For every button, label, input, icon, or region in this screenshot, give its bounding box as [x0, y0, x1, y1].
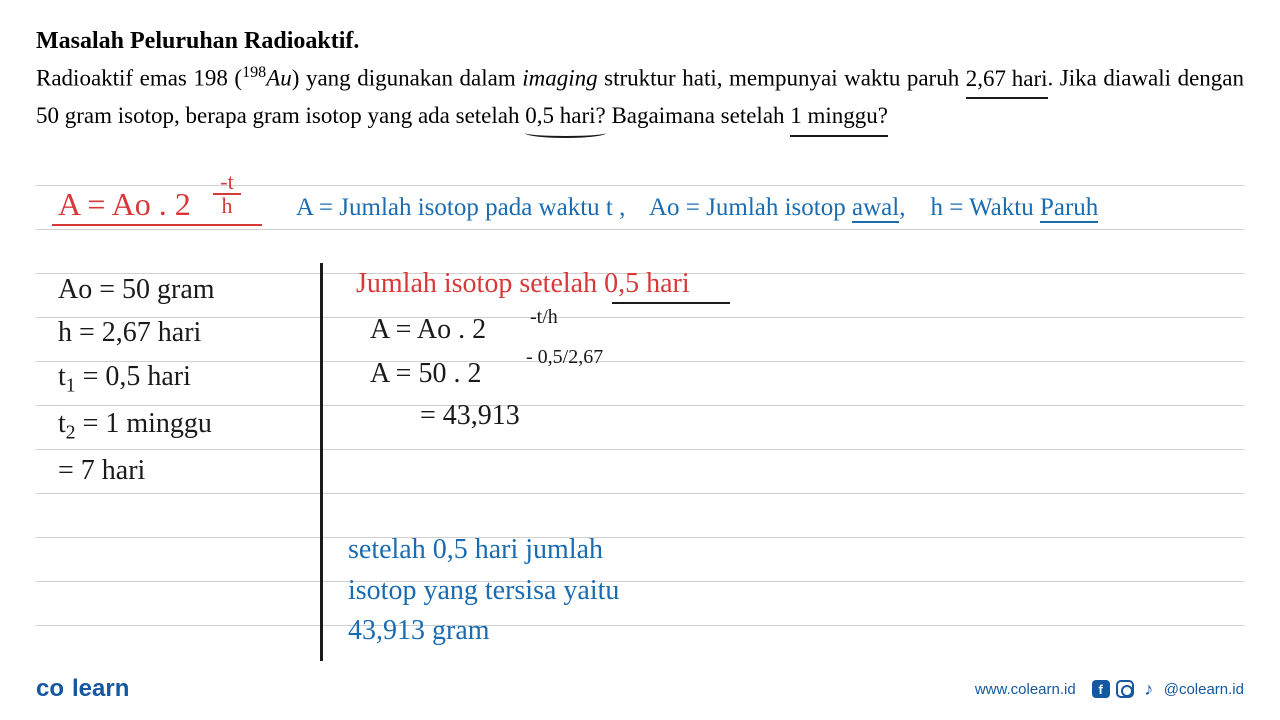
problem-part5: Bagaimana setelah: [606, 103, 791, 128]
conclusion: setelah 0,5 hari jumlah isotop yang ters…: [348, 530, 619, 652]
social-handle: @colearn.id: [1164, 681, 1244, 698]
instagram-icon: [1116, 680, 1134, 698]
problem-part3: struktur hati, mempunyai waktu paruh: [598, 66, 966, 91]
formula-lhs: A = Ao . 2: [58, 186, 191, 222]
solution-eq2: A = 50 . 2: [370, 358, 481, 390]
brand-b: learn: [72, 675, 129, 702]
given-h: h = 2,67 hari: [58, 311, 215, 354]
exp-denominator: h: [222, 196, 233, 216]
page-title: Masalah Peluruhan Radioaktif.: [36, 28, 1244, 55]
exp-numerator: -t: [220, 172, 233, 192]
formula-underline: [52, 224, 262, 226]
given-t2b: = 7 hari: [58, 449, 215, 492]
solution-eq1: A = Ao . 2: [370, 314, 486, 346]
given-values: Ao = 50 gram h = 2,67 hari t1 = 0,5 hari…: [58, 268, 215, 492]
problem-part2: ) yang digunakan dalam: [292, 66, 522, 91]
solution-eq2-exp: - 0,5/2,67: [526, 346, 603, 369]
problem-text: Radioaktif emas 198 (198Au) yang digunak…: [36, 61, 1244, 137]
solution-eq1-exp: -t/h: [530, 306, 558, 329]
social-icons: f ♪ @colearn.id: [1092, 680, 1244, 698]
footer-url: www.colearn.id: [975, 681, 1076, 698]
def-ao-ul: awal: [852, 194, 899, 223]
footer-right: www.colearn.id f ♪ @colearn.id: [975, 680, 1244, 698]
conclusion-l1: setelah 0,5 hari jumlah: [348, 530, 619, 571]
decay-formula: A = Ao . 2 -t h: [58, 186, 191, 223]
solution-eq3: = 43,913: [420, 400, 520, 432]
brand-a: co: [36, 675, 64, 702]
given-ao: Ao = 50 gram: [58, 268, 215, 311]
def-h-pre: h = Waktu: [930, 194, 1040, 221]
vertical-divider: [320, 263, 323, 661]
conclusion-l2: isotop yang tersisa yaitu: [348, 571, 619, 612]
problem-underline2: 1 minggu?: [790, 99, 888, 137]
footer: colearn www.colearn.id f ♪ @colearn.id: [0, 674, 1280, 704]
isotope-symbol: Au: [266, 66, 292, 91]
formula-definitions: A = Jumlah isotop pada waktu t , Ao = Ju…: [296, 194, 1098, 222]
solution-header-underline: [612, 302, 730, 304]
solution-header: Jumlah isotop setelah 0,5 hari: [356, 268, 690, 300]
brand-logo: colearn: [36, 675, 129, 703]
def-a: A = Jumlah isotop pada waktu t ,: [296, 194, 625, 221]
problem-italic: imaging: [522, 66, 597, 91]
given-t2: t2 = 1 minggu: [58, 402, 215, 449]
def-ao-pre: Ao = Jumlah isotop: [649, 194, 852, 221]
tiktok-icon: ♪: [1140, 680, 1158, 698]
problem-swoosh: 0,5 hari?: [525, 99, 605, 134]
def-ao-comma: ,: [899, 194, 905, 221]
formula-exponent: -t h: [213, 172, 241, 216]
def-h-ul: Paruh: [1040, 194, 1098, 223]
problem-part1: Radioaktif emas 198 (: [36, 66, 242, 91]
given-t1: t1 = 0,5 hari: [58, 355, 215, 402]
facebook-icon: f: [1092, 680, 1110, 698]
problem-underline1: 2,67 hari: [966, 62, 1048, 100]
isotope-sup: 198: [242, 64, 266, 81]
conclusion-l3: 43,913 gram: [348, 611, 619, 652]
